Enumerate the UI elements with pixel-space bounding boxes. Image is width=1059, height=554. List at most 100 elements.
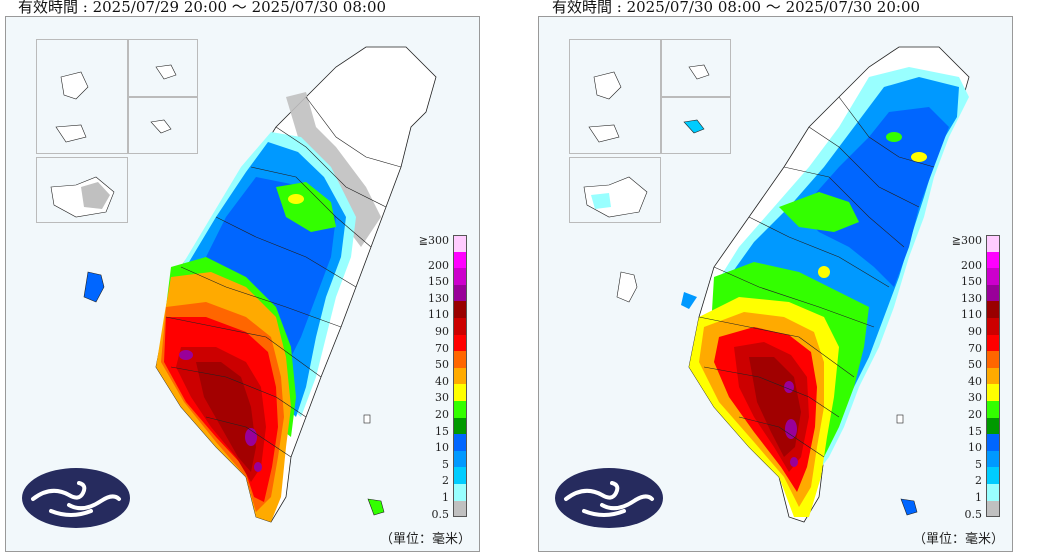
inset-box-matsu <box>36 39 128 154</box>
legend-label: 150 <box>428 275 449 289</box>
legend-row-top: ≧300 <box>938 235 1000 252</box>
legend-label: 30 <box>435 391 449 405</box>
legend-label: 110 <box>428 308 449 322</box>
legend-label: 1 <box>975 490 982 504</box>
legend-label: 50 <box>435 358 449 372</box>
legend-label: 20 <box>968 407 982 421</box>
legend-swatch <box>453 334 467 352</box>
rainfall-map-left <box>50 46 437 523</box>
legend-label: 2 <box>975 474 982 488</box>
legend-swatch <box>453 384 467 401</box>
legend-swatch <box>986 434 1000 451</box>
cwa-cloud-logo <box>22 468 130 528</box>
legend-label: 15 <box>968 424 982 438</box>
inset-box-matsu <box>569 39 661 154</box>
legend-swatch <box>986 351 1000 368</box>
legend-label: 90 <box>968 324 982 338</box>
legend-swatch <box>986 284 1000 302</box>
legend-label: 1 <box>442 490 449 504</box>
legend-swatch <box>986 301 1000 318</box>
legend-label: 130 <box>961 291 982 305</box>
map-panel-left: ≧300 200 150 130 110 90 70 50 40 30 20 1… <box>5 16 480 552</box>
legend-label: 50 <box>968 358 982 372</box>
inset-kinmen-rain <box>591 193 611 209</box>
legend-swatch <box>453 467 467 484</box>
legend-label: 30 <box>968 391 982 405</box>
legend-label: 10 <box>435 441 449 455</box>
inset-wuqiu <box>688 64 710 80</box>
legend-label: 90 <box>435 324 449 338</box>
rain-purple-3 <box>254 462 262 472</box>
legend-swatch <box>453 483 467 501</box>
green-island <box>363 414 371 424</box>
legend-label: 40 <box>968 374 982 388</box>
legend-swatch <box>986 450 1000 468</box>
legend-left: ≧300 200 150 130 110 90 70 50 40 30 20 1… <box>405 235 467 520</box>
unit-label-right: （單位：毫米） <box>912 532 1004 547</box>
panel-title-right: 有效時間 : 2025/07/30 08:00 ～ 2025/07/30 20:… <box>552 0 921 16</box>
legend-swatch <box>453 351 467 368</box>
legend-row-top: ≧300 <box>405 235 467 252</box>
inset-matsu-islands <box>55 71 89 143</box>
rain-maroon <box>196 362 256 472</box>
legend-swatch <box>986 367 1000 385</box>
county-boundaries <box>165 96 402 458</box>
legend-label: 15 <box>435 424 449 438</box>
legend-swatch <box>453 317 467 335</box>
legend-swatch <box>453 417 467 435</box>
inset-box-kinmen <box>36 157 128 223</box>
rain-green-top <box>276 182 336 232</box>
panel-title-left: 有效時間 : 2025/07/29 20:00 ～ 2025/07/30 08:… <box>18 0 387 16</box>
rain-purple-2 <box>785 419 797 439</box>
rain-purple-3 <box>790 457 798 467</box>
legend-swatch <box>453 450 467 468</box>
legend-label-top: ≧300 <box>418 234 449 247</box>
legend-swatch <box>453 434 467 451</box>
rainfall-map-right <box>583 46 970 523</box>
rain-purple-1 <box>784 381 794 393</box>
inset-box-dongyin <box>128 97 198 154</box>
penghu-islands <box>616 271 638 303</box>
county-boundaries <box>698 96 935 458</box>
legend-swatch <box>453 367 467 385</box>
legend-swatch <box>986 400 1000 418</box>
legend-swatch <box>986 483 1000 501</box>
legend-label-top: ≧300 <box>951 234 982 247</box>
legend-label: 5 <box>975 457 982 471</box>
legend-swatch <box>453 284 467 302</box>
orchid-island <box>900 498 918 516</box>
legend-label: 150 <box>961 275 982 289</box>
legend-label: 20 <box>435 407 449 421</box>
rain-purple-2 <box>245 428 257 446</box>
inset-box-wuqiu <box>128 39 198 97</box>
legend-swatch <box>453 500 467 518</box>
legend-swatch <box>986 384 1000 401</box>
rain-yellow-spot-1 <box>911 152 927 162</box>
rain-gray <box>286 92 381 247</box>
legend-label: 5 <box>442 457 449 471</box>
rain-yellow-spot <box>288 194 304 204</box>
legend-swatch <box>986 500 1000 518</box>
map-panel-right: ≧300 200 150 130 110 90 70 50 40 30 20 1… <box>538 16 1013 552</box>
legend-label: 130 <box>428 291 449 305</box>
inset-box-kinmen <box>569 157 661 223</box>
legend-swatch-top <box>986 235 1000 252</box>
legend-label: 0.5 <box>964 507 983 521</box>
legend-label: 10 <box>968 441 982 455</box>
legend-swatch <box>986 467 1000 484</box>
legend-swatch-top <box>453 235 467 252</box>
legend-label: 200 <box>428 258 449 272</box>
legend-swatch <box>453 251 467 269</box>
unit-label-left: （單位：毫米） <box>379 532 471 547</box>
legend-swatch <box>986 268 1000 285</box>
legend-swatch <box>986 334 1000 352</box>
penghu-islands <box>83 271 105 303</box>
rain-green-north <box>779 192 859 232</box>
legend-swatch <box>453 301 467 318</box>
legend-right: ≧300 200 150 130 110 90 70 50 40 30 20 1… <box>938 235 1000 520</box>
green-island <box>896 414 904 424</box>
legend-label: 110 <box>961 308 982 322</box>
inset-dongyin <box>683 119 705 134</box>
penghu-rain <box>681 292 697 309</box>
inset-wuqiu <box>155 64 177 80</box>
